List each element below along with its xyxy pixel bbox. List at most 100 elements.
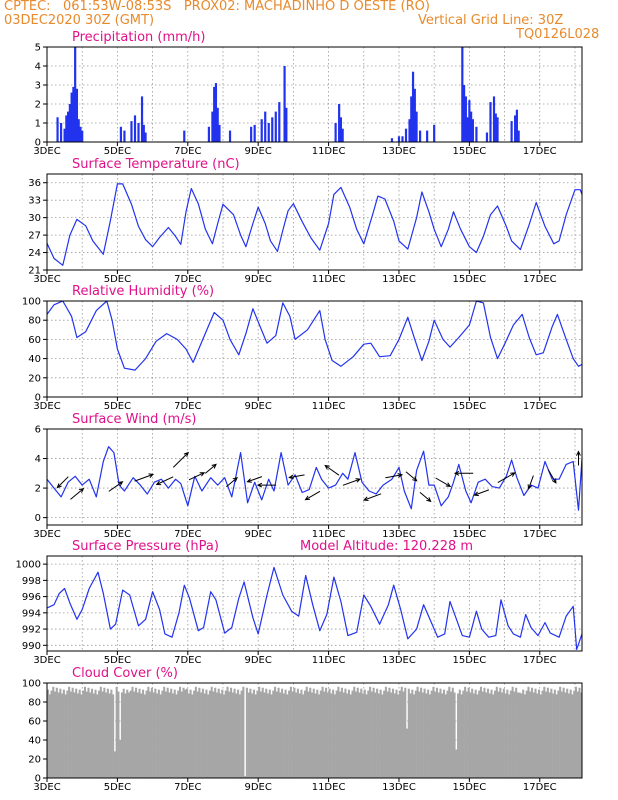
cloud-bar [435,687,438,778]
cloud-bar [233,688,236,778]
cloud-bar [238,694,241,778]
cloud-bar [560,691,563,778]
cloud-bar [411,689,414,778]
wind-vector-arrow [405,471,418,482]
cloud-bar [295,692,298,778]
x-tick-label: 9DEC [244,529,271,540]
cloud-bar [325,687,328,778]
cloud-bar [536,693,539,778]
panel-title: Surface Temperature (nC) [72,157,240,172]
cloud-bar [245,687,248,778]
cloud-bar [488,693,491,778]
cloud-bar [502,688,505,778]
x-tick-label: 11DEC [312,529,346,540]
precip-bar [468,100,471,142]
precip-bar [140,96,144,142]
precip-bar [418,130,422,142]
cloud-bar [337,686,340,778]
cloud-bar [437,692,440,778]
wind-vector-arrow [204,463,217,474]
cloud-bar [99,686,102,778]
cloud-bar [201,688,204,778]
cloud-bar [168,692,171,778]
x-tick-label: 15DEC [453,782,487,793]
cloud-bar [476,694,479,778]
x-tick-label: 3DEC [33,782,60,793]
cloud-bar [131,686,134,778]
precip-bar [274,111,277,142]
y-tick-label: 33 [28,196,41,207]
y-tick-label: 20 [28,373,41,384]
cloud-bar [377,693,380,778]
cloud-bar [78,689,81,778]
precip-bar [510,121,513,142]
cloud-bar [388,687,391,778]
cloud-bar [69,691,72,778]
cloud-bar [323,691,326,778]
x-tick-label: 9DEC [244,401,271,412]
cloud-bar [309,687,312,778]
cloud-bar [122,688,125,778]
wind-vector-arrow [134,473,155,482]
precip-bar [285,107,288,142]
precip-bar [72,86,75,142]
precip-bar [462,85,466,142]
x-tick-label: 3DEC [33,401,60,412]
precip-bar [492,96,496,142]
cloud-bar [163,686,166,778]
cloud-bar [358,692,361,778]
wind-vector-arrow [256,482,277,488]
cloud-bar [546,687,549,778]
x-tick-label: 7DEC [174,782,201,793]
cloud-bar [124,693,127,778]
wind-vector-arrow [576,450,581,466]
wind-vector-arrow [497,472,516,484]
cloud-bar [448,686,451,778]
wind-vector-arrow [56,476,69,489]
panel-frame [46,173,583,271]
cloud-bar [326,692,329,778]
y-tick-label: 60 [28,335,41,346]
x-tick-label: 11DEC [312,146,346,157]
cloud-bar [87,687,90,778]
cloud-bar [409,693,412,778]
cloud-bar [398,690,402,778]
cloud-bar [525,690,528,778]
cloud-bar [416,686,419,778]
cloud-bar [451,687,454,778]
cloud-bar [142,689,145,778]
y-tick-label: 100 [22,297,41,308]
cloud-bar [333,694,336,778]
panel-title: Cloud Cover (%) [72,666,178,681]
cloud-bar [55,687,58,778]
precip-bar [123,130,126,142]
cloud-bar [545,691,548,778]
precip-bar [496,117,499,142]
cloud-bar [483,687,486,778]
cloud-bar [462,690,465,778]
cloud-bar [200,692,203,778]
precip-bar [142,124,145,142]
x-tick-label: 13DEC [382,655,416,666]
cloud-bar [286,694,289,778]
cloud-bar [186,688,189,778]
cloud-bar [147,686,150,778]
cloud-bar [50,690,53,778]
x-tick-label: 5DEC [104,274,131,285]
cloud-bar [501,692,504,778]
precip-bar [67,111,70,142]
cloud-bar [73,692,76,778]
cloud-bar [539,694,542,778]
cloud-bar [469,692,472,778]
cloud-bar [47,689,50,778]
y-tick-label: 80 [28,698,41,709]
cloud-bar [182,687,185,778]
cloud-bar [386,691,389,778]
cloud-bar [126,689,129,778]
precip-bar [494,113,497,142]
cloud-bar [98,690,101,778]
precip-bar [119,126,123,142]
y-tick-label: 0 [35,138,41,149]
cloud-bar [224,690,227,778]
